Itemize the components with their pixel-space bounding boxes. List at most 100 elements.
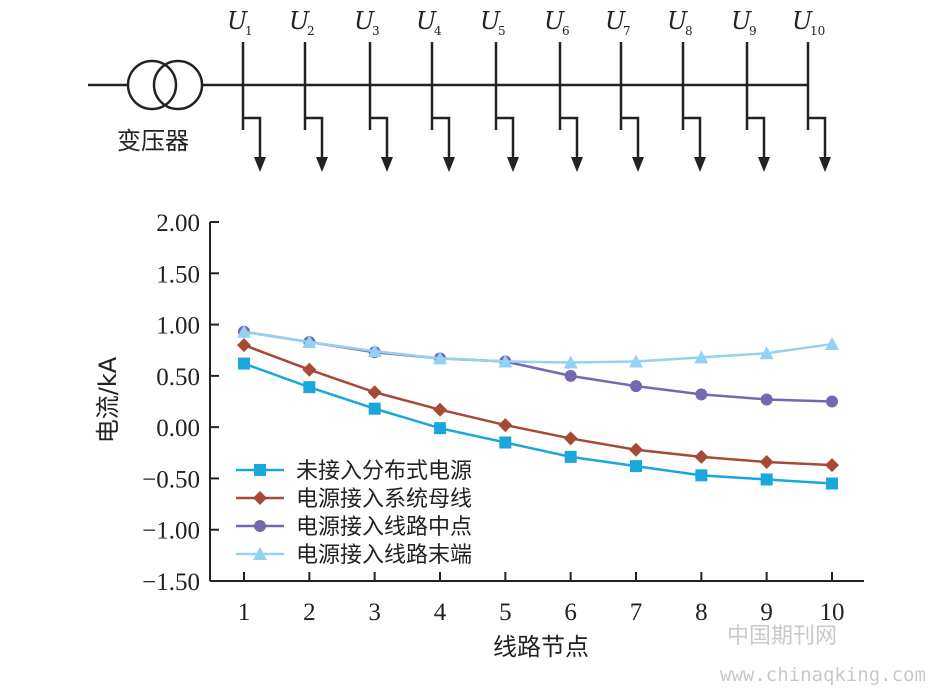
node-label: U (227, 7, 248, 35)
series-line (243, 343, 833, 467)
bus-node-5: U5 (480, 7, 519, 172)
data-point (498, 418, 513, 433)
node-label: U (667, 7, 688, 35)
data-point (825, 458, 839, 473)
node-label: U (605, 7, 626, 35)
y-ticks: 2.00 1.50 1.00 0.50 0.00 −0.50 −1.00 −1.50 (142, 210, 219, 596)
bus-node-6: U6 (544, 7, 583, 172)
data-point (760, 473, 773, 486)
load-branch (496, 116, 515, 158)
node-label-subscript: 6 (562, 24, 570, 38)
data-point (564, 450, 577, 463)
data-point (498, 354, 513, 368)
node-label: U (416, 7, 437, 35)
x-tick-label: 10 (820, 599, 845, 626)
legend-label: 电源接入线路中点 (296, 515, 472, 540)
series-3 (238, 325, 838, 408)
load-branch (432, 116, 451, 158)
legend-label: 未接入分布式电源 (296, 459, 472, 484)
bus-node-7: U7 (605, 7, 644, 172)
data-point (367, 344, 382, 358)
x-tick-label: 1 (238, 599, 251, 626)
series (237, 324, 839, 490)
node-label-subscript: 10 (810, 24, 825, 38)
load-branch (683, 116, 702, 158)
node-label: U (354, 7, 375, 35)
series-line (243, 330, 833, 403)
data-point (629, 354, 643, 368)
data-point (826, 477, 838, 490)
load-arrow-icon (443, 157, 455, 172)
data-point (237, 324, 251, 338)
y-tick-label: 1.50 (156, 261, 200, 288)
load-branch (370, 116, 389, 158)
legend-swatch-marker (253, 547, 267, 560)
load-branch (747, 116, 766, 158)
node-label: U (792, 7, 813, 35)
node-label-subscript: 3 (372, 24, 380, 38)
data-point (759, 455, 774, 470)
series-2 (237, 338, 839, 473)
feeder-diagram: 变压器 U1 U2 U3 U4 U5 U6 U7 U8 U9 U10 (88, 7, 831, 172)
node-label-subscript: 7 (623, 24, 631, 38)
bus-node-1: U1 (227, 7, 266, 172)
data-point (434, 422, 446, 435)
watermark-site-name: 中国期刊网 (727, 624, 838, 649)
y-tick-label: 0.50 (156, 364, 200, 391)
data-point (630, 380, 642, 393)
y-tick-label: 0.00 (156, 415, 200, 442)
data-point (238, 357, 250, 370)
data-point (433, 351, 447, 365)
data-point (826, 395, 838, 408)
legend-swatch-marker (254, 520, 266, 532)
series-1 (238, 357, 838, 490)
data-point (629, 442, 643, 457)
series-line (243, 362, 833, 485)
data-point (564, 369, 577, 382)
line-chart: 2.00 1.50 1.00 0.50 0.00 −0.50 −1.00 −1.50 1 2 3 4… (94, 210, 864, 661)
node-label-subscript: 5 (498, 24, 506, 38)
data-point (694, 449, 709, 464)
data-point (499, 436, 512, 449)
data-point (237, 338, 251, 353)
y-tick-label: −1.00 (142, 518, 200, 545)
series-line (243, 330, 833, 364)
legend-label: 电源接入系统母线 (296, 487, 472, 512)
bus-node-4: U4 (416, 7, 455, 172)
transformer-label: 变压器 (117, 127, 189, 155)
data-point (759, 346, 774, 360)
y-tick-label: −1.50 (142, 569, 200, 596)
node-label: U (289, 7, 310, 35)
load-arrow-icon (316, 157, 328, 172)
data-point (695, 388, 708, 401)
transformer-coil-left (126, 59, 178, 111)
legend-swatch-marker (254, 464, 266, 476)
node-label-subscript: 9 (749, 24, 757, 38)
legend-label: 电源接入线路末端 (296, 543, 472, 568)
x-axis-label: 线路节点 (493, 633, 589, 661)
legend-swatch-marker (253, 491, 267, 505)
x-ticks: 1 2 3 4 5 6 7 8 9 10 (238, 572, 845, 626)
load-branch (243, 116, 262, 158)
load-branch (305, 116, 324, 158)
node-label-subscript: 8 (685, 24, 693, 38)
load-arrow-icon (758, 157, 770, 172)
bus-node-9: U9 (731, 7, 770, 172)
data-point (433, 402, 447, 417)
legend-item-4: 电源接入线路末端 (236, 543, 472, 568)
data-point (630, 460, 642, 473)
data-point (563, 431, 578, 446)
series-4 (237, 324, 839, 369)
legend-item-3: 电源接入线路中点 (236, 515, 472, 540)
data-point (695, 469, 708, 482)
load-arrow-icon (819, 157, 831, 172)
data-point (368, 402, 381, 415)
data-point (825, 337, 839, 351)
data-point (303, 381, 316, 394)
x-tick-label: 2 (303, 599, 316, 626)
y-tick-label: 1.00 (156, 313, 200, 340)
bus-node-10: U10 (792, 7, 831, 172)
bus-node-3: U3 (354, 7, 393, 172)
legend-item-1: 未接入分布式电源 (236, 459, 472, 484)
